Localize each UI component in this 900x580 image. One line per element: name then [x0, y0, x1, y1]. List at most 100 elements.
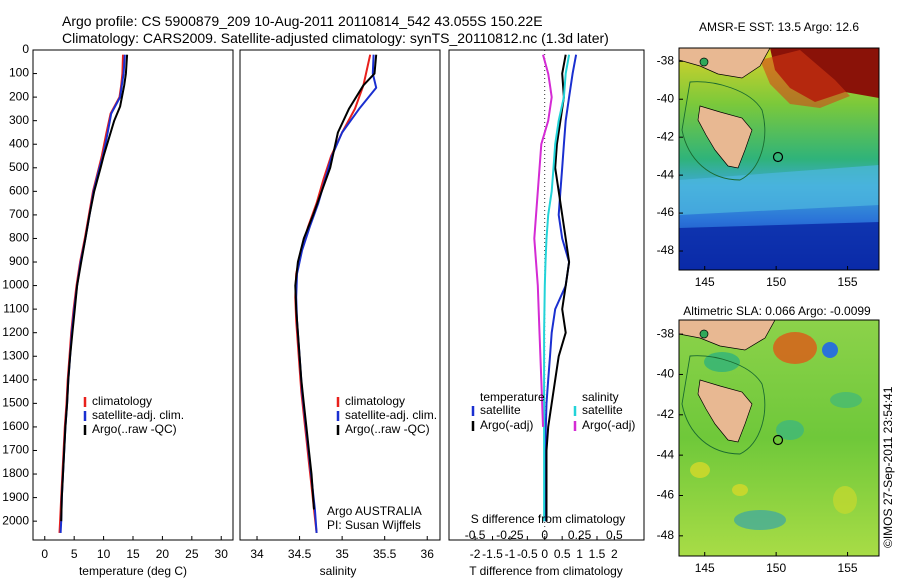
series-line [533, 54, 553, 427]
y-tick-label: 700 [9, 207, 29, 221]
y-tick-label: 900 [9, 254, 29, 268]
x-tick-label: 1.5 [589, 547, 606, 561]
y-tick-label: 400 [9, 136, 29, 150]
x-tick-label: 5 [71, 547, 78, 561]
x-tick-label: 2 [611, 547, 618, 561]
x-tick-label: 0.5 [554, 547, 571, 561]
map-x-tick-label: 150 [766, 561, 786, 575]
difference-legend-item: Argo(-adj) [582, 418, 635, 432]
x-top-tick-label: 0.25 [568, 528, 592, 542]
salinity-legend-item: climatology [345, 394, 405, 408]
x-tick-label: 0 [41, 547, 48, 561]
map-x-tick-label: 145 [695, 275, 715, 289]
y-tick-label: 100 [9, 66, 29, 80]
salinity-legend: climatology satellite-adj. clim. Argo(..… [336, 394, 437, 436]
map-y-tick-label: -44 [657, 447, 675, 461]
map-x-tick-label: 150 [766, 275, 786, 289]
x-tick-label: 10 [97, 547, 111, 561]
difference-legend: temperature satellite Argo(-adj) salinit… [471, 390, 635, 432]
series-line [545, 54, 571, 522]
argo-annotation-line2: PI: Susan Wijffels [327, 518, 421, 532]
map-y-tick-label: -38 [657, 53, 675, 67]
salinity-panel: 34 34.5 35 35.5 36 salinity climatology sate… [239, 49, 441, 578]
temperature-xlabel: temperature (deg C) [79, 564, 187, 578]
difference-legend-header: salinity [582, 390, 619, 404]
y-tick-label: 1200 [2, 325, 29, 339]
temperature-legend-item: climatology [92, 394, 152, 408]
figure-title-line2: Climatology: CARS2009. Satellite-adjuste… [62, 30, 609, 46]
y-tick-label: 1500 [2, 396, 29, 410]
map-x-tick-label: 155 [838, 275, 858, 289]
imos-footer: ©IMOS 27-Sep-2011 23:54:41 [881, 386, 895, 548]
x-top-tick-label: 0.5 [606, 528, 623, 542]
x-tick-label: -1 [505, 547, 516, 561]
map-y-tick-label: -40 [657, 367, 675, 381]
y-tick-label: 1700 [2, 443, 29, 457]
y-tick-label: 500 [9, 160, 29, 174]
salinity-legend-item: satellite-adj. clim. [345, 408, 437, 422]
series-line [59, 54, 126, 533]
y-tick-label: 1600 [2, 419, 29, 433]
map-y-tick-label: -48 [657, 528, 675, 542]
difference-panel: -2 -1.5 -1 -0.5 0 0.5 1 1.5 2-0.5 -0.25 0 0.25 0.5 T… [448, 49, 645, 578]
difference-legend-item: satellite [582, 403, 623, 417]
argo-annotation-line1: Argo AUSTRALIA [327, 504, 422, 518]
map-x-tick-label: 155 [838, 561, 858, 575]
y-tick-label: 0 [22, 42, 29, 56]
sst-map: AMSR-E SST: 13.5 Argo: 12.6 -38 -40 -42 -44… [657, 20, 880, 289]
temperature-panel: 0100200300400500600700800900100011001200… [2, 42, 234, 578]
x-tick-label: 1 [576, 547, 583, 561]
temperature-legend-item: satellite-adj. clim. [92, 408, 184, 422]
x-tick-label: 25 [185, 547, 199, 561]
temperature-legend-item: Argo(..raw -QC) [92, 422, 177, 436]
map-y-tick-label: -46 [657, 488, 675, 502]
map-y-tick-label: -42 [657, 129, 675, 143]
map-y-tick-label: -46 [657, 205, 675, 219]
series-line [543, 54, 571, 522]
y-tick-label: 300 [9, 113, 29, 127]
sla-map: Altimetric SLA: 0.066 Argo: -0.0099 -38 -… [657, 304, 880, 575]
x-top-tick-label: -0.5 [465, 528, 486, 542]
x-tick-label: -2 [470, 547, 481, 561]
difference-legend-header: temperature [480, 390, 545, 404]
y-tick-label: 1100 [3, 301, 29, 315]
y-tick-label: 1900 [2, 490, 29, 504]
series-line [294, 54, 372, 534]
x-top-tick-label: -0.25 [496, 528, 524, 542]
y-tick-label: 1000 [2, 278, 29, 292]
series-line [294, 54, 378, 510]
x-tick-label: 20 [156, 547, 170, 561]
temperature-legend: climatology satellite-adj. clim. Argo(..… [83, 394, 184, 436]
map-y-tick-label: -38 [657, 326, 675, 340]
x-tick-label: 34 [250, 547, 264, 561]
t-difference-xlabel: T difference from climatology [469, 564, 623, 578]
x-tick-label: 35 [335, 547, 349, 561]
x-tick-label: 35.5 [373, 547, 397, 561]
x-tick-label: 15 [126, 547, 140, 561]
sla-map-title: Altimetric SLA: 0.066 Argo: -0.0099 [683, 304, 871, 318]
series-line [60, 54, 129, 522]
difference-legend-item: Argo(-adj) [480, 418, 533, 432]
x-top-tick-label: 0 [541, 528, 548, 542]
s-difference-xlabel: S difference from climatology [471, 512, 626, 526]
x-tick-label: -0.5 [517, 547, 538, 561]
map-y-tick-label: -48 [657, 243, 675, 257]
y-tick-label: 600 [9, 184, 29, 198]
map-y-tick-label: -44 [657, 167, 675, 181]
x-tick-label: 34.5 [288, 547, 312, 561]
map-y-tick-label: -40 [657, 91, 675, 105]
y-tick-label: 1800 [2, 466, 29, 480]
salinity-legend-item: Argo(..raw -QC) [345, 422, 430, 436]
figure-title-line1: Argo profile: CS 5900879_209 10-Aug-2011… [62, 13, 543, 29]
x-tick-label: 0 [541, 547, 548, 561]
y-tick-label: 1300 [2, 348, 29, 362]
map-x-tick-label: 145 [695, 561, 715, 575]
sst-map-title: AMSR-E SST: 13.5 Argo: 12.6 [699, 20, 859, 34]
x-tick-label: 36 [421, 547, 435, 561]
y-tick-label: 200 [9, 89, 29, 103]
y-tick-label: 800 [9, 231, 29, 245]
y-tick-label: 2000 [2, 513, 29, 527]
x-tick-label: -1.5 [482, 547, 503, 561]
salinity-xlabel: salinity [320, 564, 357, 578]
